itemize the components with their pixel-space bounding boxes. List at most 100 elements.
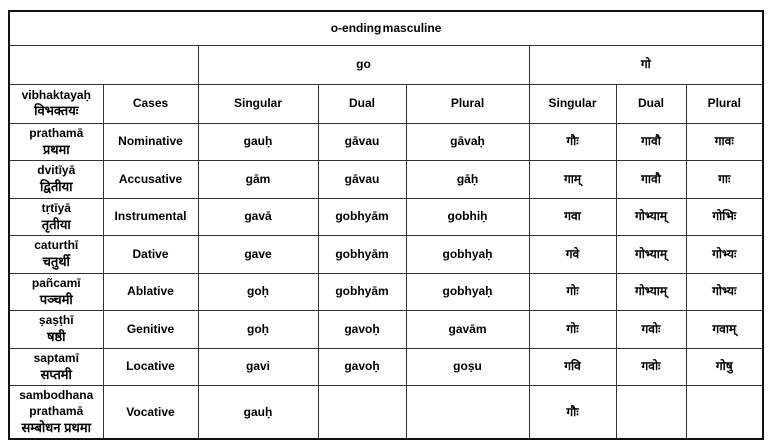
cell-form-dual-dev: गोभ्याम् <box>615 272 687 312</box>
col-header-plural-dev: Plural <box>685 84 764 124</box>
cell-vibhakti: sambodhana prathamā सम्बोधन प्रथमा <box>8 385 104 440</box>
table-row: caturthī चतुर्थी Dative gave gobhyām gob… <box>8 235 764 274</box>
cell-vibhakti: caturthī चतुर्थी <box>8 235 104 274</box>
cell-vibhakti: pañcamī पञ्चमी <box>8 272 104 312</box>
cell-vibhakti: ṣaṣṭhī षष्ठी <box>8 310 104 349</box>
cell-case-name: Nominative <box>102 122 199 162</box>
col-header-cases: Cases <box>102 84 199 124</box>
cell-form-dual-dev <box>615 385 687 440</box>
cell-form-plural: gobhiḥ <box>405 197 530 237</box>
col-header-plural-iast: Plural <box>405 84 530 124</box>
cell-form-singular: goḥ <box>197 272 319 312</box>
vibhakti-iast: pañcamī <box>31 275 81 290</box>
vibhakti-iast: tṛtīyā <box>41 200 71 215</box>
cell-form-dual-dev: गवोः <box>615 310 687 349</box>
cell-form-singular: goḥ <box>197 310 319 349</box>
cell-form-plural: gāḥ <box>405 160 530 199</box>
table-row: ṣaṣṭhī षष्ठी Genitive goḥ gavoḥ gavām गो… <box>8 310 764 349</box>
cell-form-singular: gave <box>197 235 319 274</box>
col-header-vibhakti: vibhaktayaḥ विभक्तयः <box>8 84 104 124</box>
cell-form-dual-dev: गावौ <box>615 122 687 162</box>
cell-form-dual: gobhyām <box>317 197 407 237</box>
cell-vibhakti: saptamī सप्तमी <box>8 347 104 387</box>
cell-form-singular-dev: गौः <box>528 122 617 162</box>
cell-form-singular-dev: गोः <box>528 310 617 349</box>
table-row: sambodhana prathamā सम्बोधन प्रथमा Vocat… <box>8 385 764 440</box>
cell-form-plural: gobhyaḥ <box>405 235 530 274</box>
cell-case-name: Instrumental <box>102 197 199 237</box>
cell-form-plural: gobhyaḥ <box>405 272 530 312</box>
group-header-empty <box>8 45 199 85</box>
col-header-dual-dev: Dual <box>615 84 687 124</box>
cell-form-dual-dev: गोभ्याम् <box>615 197 687 237</box>
vibhakti-devanagari: सप्तमी <box>40 366 72 382</box>
table-row: o-ending masculine <box>8 10 764 46</box>
col-header-vibhakti-iast: vibhaktayaḥ <box>21 87 91 102</box>
vibhakti-devanagari: चतुर्थी <box>42 254 70 270</box>
vibhakti-devanagari: षष्ठी <box>46 329 66 345</box>
cell-form-singular: gauḥ <box>197 385 319 440</box>
cell-form-plural: gāvaḥ <box>405 122 530 162</box>
cell-form-singular: gavi <box>197 347 319 387</box>
cell-form-singular-dev: गवि <box>528 347 617 387</box>
cell-form-plural-dev: गोभ्यः <box>685 272 764 312</box>
vibhakti-iast: saptamī <box>33 350 79 365</box>
cell-form-plural-dev: गवाम् <box>685 310 764 349</box>
cell-form-dual: gāvau <box>317 122 407 162</box>
cell-form-plural-dev: गावः <box>685 122 764 162</box>
cell-case-name: Dative <box>102 235 199 274</box>
cell-form-dual-dev: गावौ <box>615 160 687 199</box>
cell-case-name: Accusative <box>102 160 199 199</box>
cell-form-plural-dev <box>685 385 764 440</box>
cell-vibhakti: tṛtīyā तृतीया <box>8 197 104 237</box>
cell-form-plural: goṣu <box>405 347 530 387</box>
cell-form-dual: gobhyām <box>317 272 407 312</box>
cell-case-name: Locative <box>102 347 199 387</box>
vibhakti-devanagari: प्रथमा <box>42 141 70 157</box>
cell-form-plural-dev: गाः <box>685 160 764 199</box>
cell-form-singular-dev: गाम् <box>528 160 617 199</box>
cell-form-dual: gāvau <box>317 160 407 199</box>
vibhakti-iast: prathamā <box>29 126 84 140</box>
vibhakti-devanagari: द्वितीया <box>39 179 73 195</box>
cell-form-singular-dev: गोः <box>528 272 617 312</box>
group-header-devanagari-stem: गो <box>528 45 764 85</box>
vibhakti-devanagari: सम्बोधन प्रथमा <box>21 419 91 435</box>
vibhakti-devanagari: पञ्चमी <box>39 291 73 307</box>
cell-vibhakti: dvitīyā द्वितीया <box>8 160 104 199</box>
table-row: prathamā प्रथमा Nominative gauḥ gāvau gā… <box>8 122 764 162</box>
cell-form-plural-dev: गोभिः <box>685 197 764 237</box>
col-header-dual-iast: Dual <box>317 84 407 124</box>
vibhakti-iast: ṣaṣṭhī <box>38 313 74 328</box>
table-row: saptamī सप्तमी Locative gavi gavoḥ goṣu … <box>8 347 764 387</box>
vibhakti-iast: caturthī <box>34 238 79 253</box>
group-header-iast-stem: go <box>197 45 530 85</box>
cell-case-name: Vocative <box>102 385 199 440</box>
cell-case-name: Genitive <box>102 310 199 349</box>
cell-form-singular: gavā <box>197 197 319 237</box>
declension-table: o-ending masculine go गो vibhaktayaḥ विभ… <box>8 10 765 440</box>
cell-form-plural-dev: गोभ्यः <box>685 235 764 274</box>
cell-form-singular-dev: गवे <box>528 235 617 274</box>
table-row: vibhaktayaḥ विभक्तयः Cases Singular Dual… <box>8 84 764 124</box>
vibhakti-devanagari: तृतीया <box>41 216 71 232</box>
cell-form-dual <box>317 385 407 440</box>
col-header-singular-dev: Singular <box>528 84 617 124</box>
table-row: tṛtīyā तृतीया Instrumental gavā gobhyām … <box>8 197 764 237</box>
cell-form-plural: gavām <box>405 310 530 349</box>
cell-form-singular-dev: गवा <box>528 197 617 237</box>
cell-form-plural <box>405 385 530 440</box>
cell-vibhakti: prathamā प्रथमा <box>8 122 104 162</box>
cell-form-dual: gobhyām <box>317 235 407 274</box>
cell-form-dual-dev: गवोः <box>615 347 687 387</box>
cell-form-plural-dev: गोषु <box>685 347 764 387</box>
cell-form-singular: gām <box>197 160 319 199</box>
table-title: o-ending masculine <box>8 10 764 46</box>
cell-case-name: Ablative <box>102 272 199 312</box>
vibhakti-iast: sambodhana prathamā <box>19 388 94 418</box>
cell-form-singular: gauḥ <box>197 122 319 162</box>
cell-form-singular-dev: गौः <box>528 385 617 440</box>
cell-form-dual: gavoḥ <box>317 310 407 349</box>
table-row: dvitīyā द्वितीया Accusative gām gāvau gā… <box>8 160 764 199</box>
